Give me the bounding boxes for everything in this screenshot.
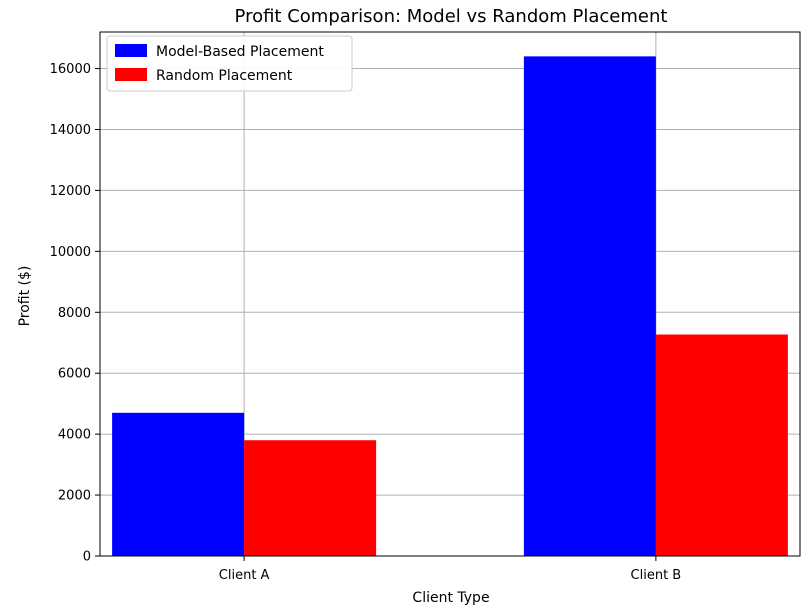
bar-model-based-placement xyxy=(523,56,656,556)
legend-label-random: Random Placement xyxy=(156,68,293,84)
y-tick-label: 2000 xyxy=(58,489,91,504)
x-tick-label: Client B xyxy=(631,568,682,583)
y-tick-label: 12000 xyxy=(50,184,91,199)
y-tick-label: 0 xyxy=(83,550,91,565)
bar-random-placement xyxy=(655,334,788,556)
chart-title: Profit Comparison: Model vs Random Place… xyxy=(235,6,668,27)
y-tick-label: 6000 xyxy=(58,367,91,382)
y-tick-label: 14000 xyxy=(50,123,91,138)
y-axis-ticks: 0 2000 4000 6000 8000 10000 12000 14000 16000 xyxy=(50,62,100,565)
x-axis-ticks: Client A Client B xyxy=(219,556,681,583)
y-tick-label: 4000 xyxy=(58,428,91,443)
x-tick-label: Client A xyxy=(219,568,270,583)
y-axis-label: Profit ($) xyxy=(17,266,33,327)
legend-box xyxy=(106,35,353,92)
x-axis-label: Client Type xyxy=(412,590,489,606)
legend-swatch-random xyxy=(115,68,147,81)
y-tick-label: 8000 xyxy=(58,306,91,321)
y-tick-label: 16000 xyxy=(50,62,91,77)
bar-random-placement xyxy=(244,440,377,556)
y-tick-label: 10000 xyxy=(50,245,91,260)
plot-frame xyxy=(99,31,801,557)
legend-swatch-model-based xyxy=(115,44,147,57)
legend-label-model-based: Model-Based Placement xyxy=(156,44,324,60)
legend: Model-Based Placement Random Placement xyxy=(106,35,353,92)
bar-model-based-placement xyxy=(112,412,245,556)
bars xyxy=(112,56,788,556)
